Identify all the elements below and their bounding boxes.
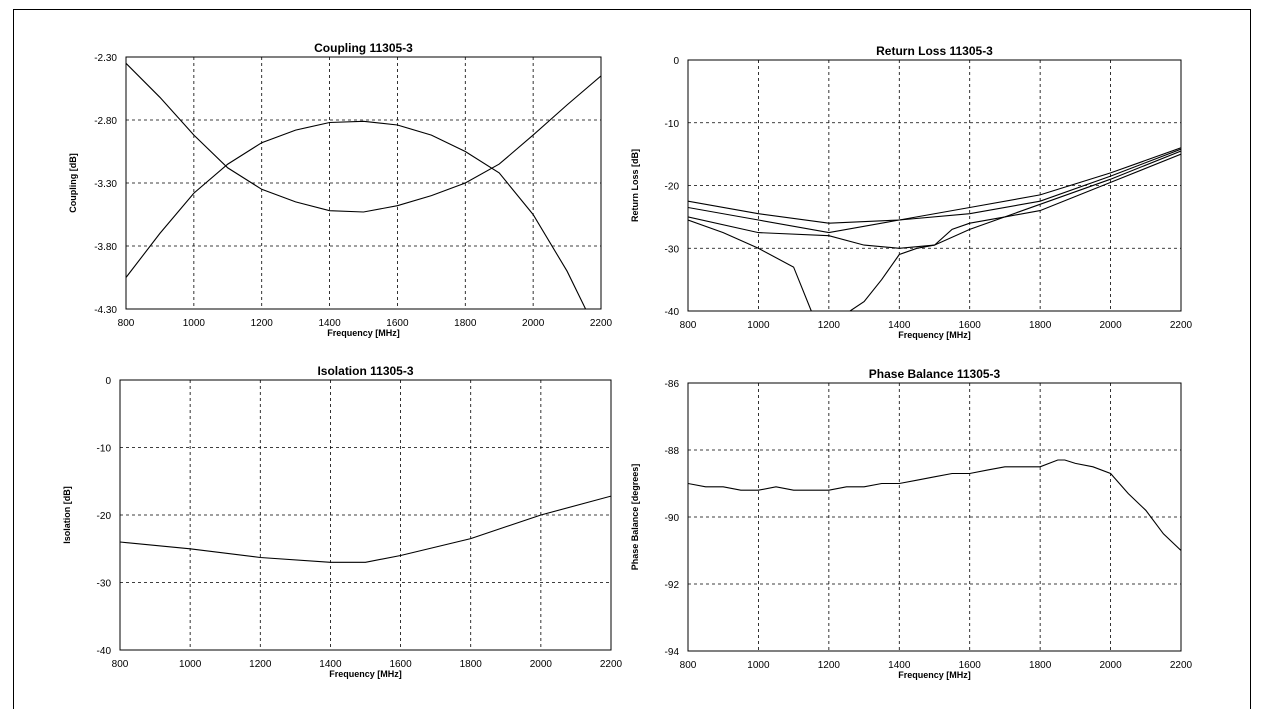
y-axis-label: Return Loss [dB]: [630, 149, 640, 222]
x-tick-label: 2000: [522, 318, 545, 329]
x-tick-label: 2200: [1170, 660, 1193, 671]
y-axis-label: Phase Balance [degrees]: [630, 464, 640, 571]
figure-frame: [13, 9, 1251, 709]
x-tick-label: 1400: [888, 320, 911, 331]
y-tick-label: -90: [665, 513, 680, 524]
chart-panel-3: 800 1000 1200 1400 1600 1800 2000 2200 0 -10 -20 -3…: [62, 364, 623, 679]
x-tick-label: 1600: [386, 318, 409, 329]
y-tick-label: -20: [97, 511, 112, 522]
x-tick-label: 800: [118, 318, 135, 329]
x-tick-label: 1600: [389, 659, 412, 670]
y-tick-label: 0: [673, 56, 679, 67]
x-tick-label: 1000: [747, 320, 770, 331]
x-tick-label: 1800: [454, 318, 477, 329]
y-tick-label: -2.30: [94, 53, 117, 64]
x-axis-label: Frequency [MHz]: [327, 328, 400, 338]
x-tick-label: 1800: [1029, 320, 1052, 331]
x-tick-label: 800: [680, 660, 697, 671]
plot-area: [687, 59, 1182, 312]
x-tick-label: 2200: [600, 659, 623, 670]
y-tick-label: -3.80: [94, 242, 117, 253]
plot-area: [119, 379, 612, 651]
x-tick-label: 1800: [460, 659, 483, 670]
series-line-4: [688, 153, 1181, 311]
x-tick-label: 1400: [888, 660, 911, 671]
chart-panel-1: 800 1000 1200 1400 1600 1800 2000 2200 -2.30 -2.8…: [68, 41, 613, 338]
series-line-2: [688, 148, 1181, 234]
series-line-2: [126, 62, 601, 213]
y-tick-label: -92: [665, 580, 680, 591]
y-axis-label: Isolation [dB]: [62, 486, 72, 544]
plot-area: [687, 382, 1182, 652]
x-tick-label: 1000: [179, 659, 202, 670]
plot-area: [125, 56, 602, 310]
x-axis-label: Frequency [MHz]: [329, 669, 402, 679]
series-line-1: [688, 147, 1181, 224]
x-tick-label: 2000: [530, 659, 553, 670]
y-tick-label: -40: [665, 307, 680, 318]
y-tick-label: -40: [97, 646, 112, 657]
x-tick-label: 1200: [818, 660, 841, 671]
chart-title: Return Loss 11305-3: [876, 44, 993, 58]
y-tick-label: -86: [665, 379, 680, 390]
x-tick-label: 800: [680, 320, 697, 331]
x-tick-label: 1200: [818, 320, 841, 331]
series-line-1: [688, 459, 1181, 551]
y-tick-label: -2.80: [94, 116, 117, 127]
x-tick-label: 2000: [1099, 660, 1122, 671]
x-tick-label: 1600: [959, 320, 982, 331]
y-tick-label: -30: [665, 244, 680, 255]
x-tick-label: 1200: [251, 318, 274, 329]
x-tick-label: 1400: [319, 659, 342, 670]
chart-title: Coupling 11305-3: [314, 41, 413, 55]
y-axis-label: Coupling [dB]: [68, 153, 78, 212]
chart-title: Phase Balance 11305-3: [869, 367, 1001, 381]
x-tick-label: 2200: [1170, 320, 1193, 331]
chart-panel-4: 800 1000 1200 1400 1600 1800 2000 2200 -86 -88 -90…: [630, 367, 1193, 680]
y-tick-label: -10: [665, 119, 680, 130]
x-tick-label: 1800: [1029, 660, 1052, 671]
series-line-1: [126, 120, 587, 309]
x-axis-label: Frequency [MHz]: [898, 670, 971, 680]
chart-title: Isolation 11305-3: [317, 364, 413, 378]
x-tick-label: 1600: [959, 660, 982, 671]
x-tick-label: 800: [112, 659, 129, 670]
x-tick-label: 2200: [590, 318, 613, 329]
y-tick-label: -4.30: [94, 305, 117, 316]
y-tick-label: -10: [97, 444, 112, 455]
x-tick-label: 1400: [318, 318, 341, 329]
chart-panel-2: 800 1000 1200 1400 1600 1800 2000 2200 0 -10 -20 -3…: [630, 44, 1193, 340]
y-tick-label: -3.30: [94, 179, 117, 190]
x-tick-label: 2000: [1099, 320, 1122, 331]
x-tick-label: 1000: [183, 318, 206, 329]
y-tick-label: -20: [665, 182, 680, 193]
series-line-1: [120, 495, 611, 563]
series-line-3: [688, 150, 1181, 249]
y-tick-label: 0: [105, 376, 111, 387]
y-tick-label: -30: [97, 579, 112, 590]
x-tick-label: 1200: [249, 659, 272, 670]
x-tick-label: 1000: [747, 660, 770, 671]
y-tick-label: -88: [665, 446, 680, 457]
x-axis-label: Frequency [MHz]: [898, 330, 971, 340]
y-tick-label: -94: [665, 647, 680, 658]
